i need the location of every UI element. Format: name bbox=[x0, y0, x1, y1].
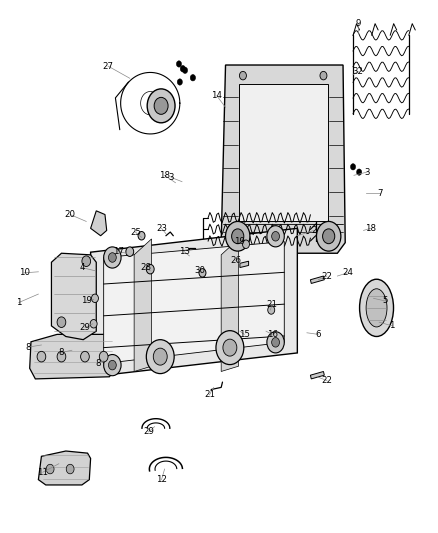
Text: 1: 1 bbox=[16, 298, 21, 307]
Text: 10: 10 bbox=[18, 268, 29, 277]
Polygon shape bbox=[240, 261, 249, 268]
Polygon shape bbox=[51, 253, 96, 340]
Ellipse shape bbox=[357, 169, 362, 175]
Ellipse shape bbox=[82, 256, 91, 266]
Text: 11: 11 bbox=[37, 468, 48, 477]
Text: 8: 8 bbox=[59, 348, 64, 357]
Polygon shape bbox=[91, 211, 107, 236]
Text: 16: 16 bbox=[267, 330, 278, 339]
Ellipse shape bbox=[226, 221, 250, 251]
Polygon shape bbox=[221, 65, 345, 253]
Ellipse shape bbox=[109, 253, 116, 262]
Ellipse shape bbox=[57, 317, 66, 327]
Text: 13: 13 bbox=[179, 247, 190, 256]
Ellipse shape bbox=[180, 66, 185, 72]
Polygon shape bbox=[311, 276, 324, 284]
Text: 32: 32 bbox=[353, 67, 364, 76]
Text: 19: 19 bbox=[81, 296, 92, 305]
Text: 29: 29 bbox=[143, 427, 154, 437]
Text: 20: 20 bbox=[65, 210, 76, 219]
Text: 21: 21 bbox=[204, 390, 215, 399]
Ellipse shape bbox=[190, 75, 195, 81]
Text: 4: 4 bbox=[79, 263, 85, 272]
Text: 30: 30 bbox=[194, 266, 205, 275]
Polygon shape bbox=[134, 239, 152, 372]
Ellipse shape bbox=[66, 464, 74, 474]
Ellipse shape bbox=[146, 340, 174, 374]
Polygon shape bbox=[91, 228, 297, 377]
Polygon shape bbox=[239, 84, 328, 221]
Text: 14: 14 bbox=[211, 91, 223, 100]
Text: 22: 22 bbox=[321, 376, 332, 385]
Polygon shape bbox=[30, 334, 116, 379]
Ellipse shape bbox=[177, 79, 183, 85]
Ellipse shape bbox=[104, 354, 121, 376]
Text: 29: 29 bbox=[80, 323, 90, 332]
Text: 15: 15 bbox=[239, 330, 250, 339]
Ellipse shape bbox=[267, 332, 284, 353]
Text: 21: 21 bbox=[267, 300, 278, 309]
Text: 5: 5 bbox=[382, 296, 388, 305]
Polygon shape bbox=[104, 241, 284, 364]
Text: 7: 7 bbox=[377, 189, 383, 198]
Ellipse shape bbox=[46, 464, 54, 474]
Ellipse shape bbox=[272, 231, 279, 241]
Ellipse shape bbox=[90, 319, 97, 328]
Ellipse shape bbox=[109, 360, 116, 370]
Text: 19: 19 bbox=[234, 237, 245, 246]
Ellipse shape bbox=[232, 229, 244, 244]
Ellipse shape bbox=[320, 71, 327, 80]
Polygon shape bbox=[39, 451, 91, 485]
Text: 3: 3 bbox=[168, 173, 174, 182]
Text: 28: 28 bbox=[141, 263, 152, 272]
Text: 17: 17 bbox=[113, 247, 124, 256]
Ellipse shape bbox=[99, 351, 108, 362]
Ellipse shape bbox=[216, 330, 244, 365]
Ellipse shape bbox=[147, 89, 175, 123]
Ellipse shape bbox=[153, 348, 167, 365]
Ellipse shape bbox=[317, 221, 341, 251]
Text: 26: 26 bbox=[230, 256, 241, 265]
Ellipse shape bbox=[243, 240, 250, 248]
Text: 8: 8 bbox=[95, 359, 101, 367]
Ellipse shape bbox=[360, 279, 393, 336]
Ellipse shape bbox=[272, 337, 279, 347]
Ellipse shape bbox=[183, 67, 187, 74]
Ellipse shape bbox=[199, 269, 206, 277]
Text: 12: 12 bbox=[156, 475, 167, 484]
Ellipse shape bbox=[322, 229, 335, 244]
Ellipse shape bbox=[81, 351, 89, 362]
Ellipse shape bbox=[240, 71, 247, 80]
Polygon shape bbox=[221, 239, 239, 372]
Text: 1: 1 bbox=[389, 321, 395, 330]
Text: 8: 8 bbox=[25, 343, 31, 352]
Ellipse shape bbox=[37, 351, 46, 362]
Ellipse shape bbox=[146, 264, 154, 274]
Text: 18: 18 bbox=[159, 171, 170, 180]
Text: 2: 2 bbox=[311, 226, 317, 235]
Ellipse shape bbox=[177, 61, 182, 67]
Ellipse shape bbox=[126, 247, 134, 256]
Text: 25: 25 bbox=[130, 228, 141, 237]
Text: 9: 9 bbox=[356, 19, 361, 28]
Ellipse shape bbox=[154, 98, 168, 114]
Text: 24: 24 bbox=[342, 268, 353, 277]
Ellipse shape bbox=[57, 351, 66, 362]
Ellipse shape bbox=[268, 306, 275, 314]
Ellipse shape bbox=[92, 294, 99, 303]
Ellipse shape bbox=[350, 164, 356, 170]
Text: 18: 18 bbox=[365, 224, 376, 233]
Ellipse shape bbox=[267, 225, 284, 247]
Text: 6: 6 bbox=[315, 330, 321, 339]
Ellipse shape bbox=[223, 339, 237, 356]
Ellipse shape bbox=[104, 247, 121, 268]
Ellipse shape bbox=[138, 231, 145, 240]
Text: 3: 3 bbox=[364, 167, 370, 176]
Text: 22: 22 bbox=[321, 271, 332, 280]
Text: 27: 27 bbox=[102, 62, 113, 70]
Polygon shape bbox=[311, 372, 324, 379]
Text: 23: 23 bbox=[156, 224, 167, 233]
Ellipse shape bbox=[366, 289, 387, 327]
